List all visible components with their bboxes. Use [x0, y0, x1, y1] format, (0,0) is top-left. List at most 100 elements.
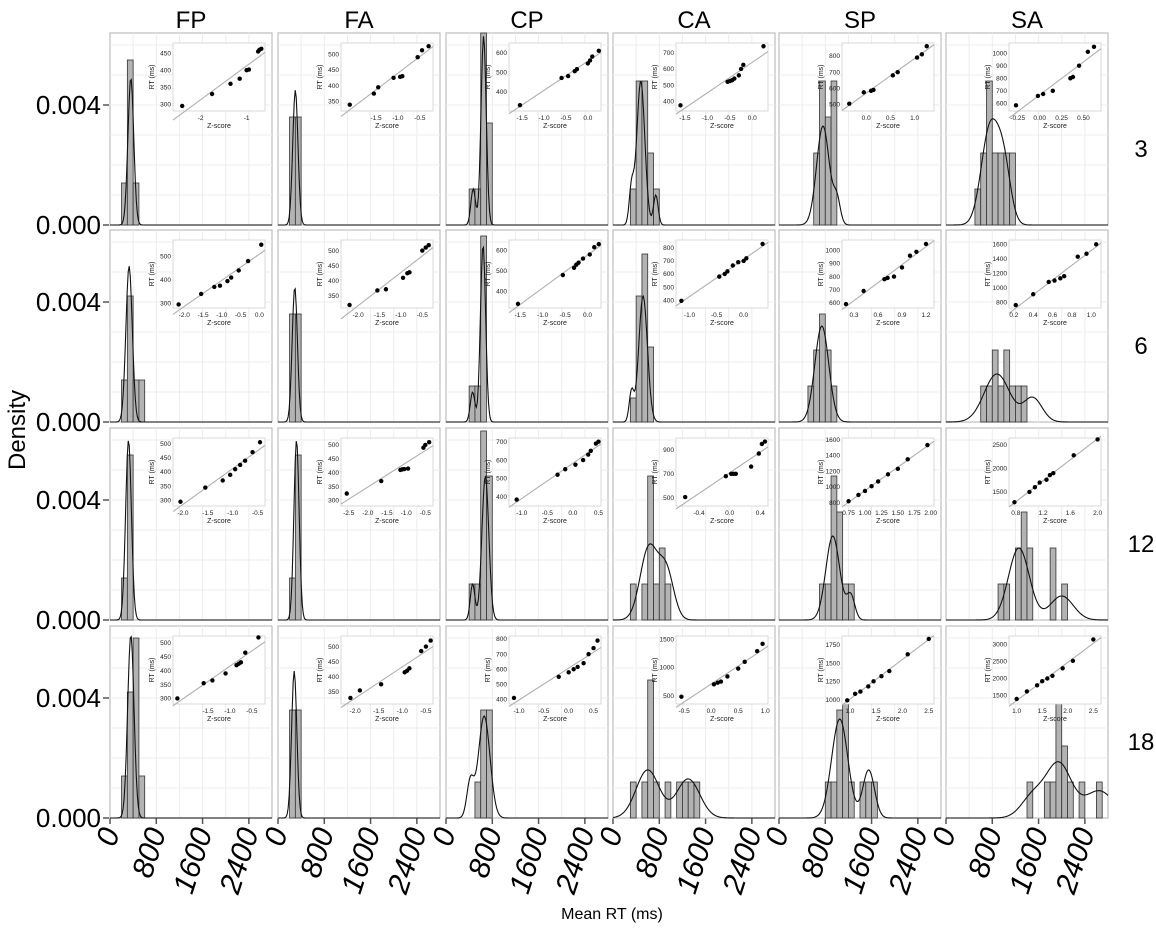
qq-point — [733, 471, 738, 476]
panel-3-sp: 0.0 0.5 1.0 500 600 700 800 Z-score RT (ms) — [778, 32, 942, 226]
qq-point — [907, 253, 913, 258]
panel-12-fa: -2.5 -2.0 -1.5 -1.0 -0.5 300 350 400 450 500 Z-sco… — [277, 427, 441, 621]
qq-point — [178, 499, 183, 504]
inset-x-tick-label: 2.0 — [1093, 510, 1102, 517]
column-label-fp: FP — [176, 7, 207, 34]
inset-x-tick-label: 0.5 — [589, 708, 598, 715]
histogram-bar — [986, 385, 993, 423]
inset-x-tick-label: -1.0 — [227, 510, 239, 517]
inset-y-tick-label: 700 — [496, 651, 507, 658]
qq-point — [592, 245, 597, 250]
inset-y-tick-label: 300 — [328, 498, 339, 505]
inset-y-tick-label: 350 — [328, 484, 339, 491]
qq-reference-line — [841, 240, 935, 310]
qq-point — [225, 278, 230, 284]
inset-y-tick-label: 500 — [663, 82, 674, 89]
qq-point — [875, 479, 881, 484]
qq-point — [1095, 437, 1100, 442]
qq-point — [899, 265, 905, 270]
y-tick-label: 0.000 — [36, 803, 101, 833]
density-curve — [946, 547, 1108, 621]
qq-point — [1091, 44, 1097, 49]
qq-point — [580, 256, 586, 261]
histogram-bar — [474, 781, 482, 819]
qq-point — [879, 674, 884, 679]
inset-x-tick-label: 2.5 — [1089, 708, 1098, 715]
inset-y-axis-title: RT (ms) — [652, 64, 659, 89]
inset-y-axis-title: RT (ms) — [985, 64, 992, 89]
inset-y-tick-label: 1000 — [993, 285, 1008, 292]
histogram-bar — [486, 122, 493, 226]
qq-reference-line — [508, 244, 602, 314]
x-tick-label: 0 — [926, 824, 963, 850]
inset-y-tick-label: 1200 — [826, 468, 841, 475]
inset-qq-plot: -1.5 -1.0 -0.5 350 400 450 500 Z-score RT (ms) — [317, 42, 434, 130]
qq-point — [1013, 302, 1018, 308]
qq-point — [176, 302, 181, 307]
qq-point — [407, 270, 412, 275]
histogram-bar — [997, 385, 1005, 423]
panel-3-fa: -1.5 -1.0 -0.5 350 400 450 500 Z-score RT (ms) — [277, 32, 441, 226]
qq-point — [683, 494, 688, 500]
inset-x-tick-label: -1.5 — [679, 115, 691, 122]
inset-y-tick-label: 400 — [496, 89, 507, 96]
histogram-bar — [865, 781, 872, 819]
qq-point — [1046, 279, 1051, 285]
histogram-bar — [813, 349, 820, 423]
inset-x-tick-label: 1.25 — [875, 510, 888, 517]
inset-y-tick-label: 350 — [160, 483, 171, 490]
qq-point — [246, 67, 252, 72]
qq-point — [1091, 637, 1096, 642]
inset-y-tick-label: 450 — [160, 455, 171, 462]
column-label-sp: SP — [844, 7, 876, 34]
inset-y-tick-label: 500 — [663, 693, 674, 700]
inset-frame — [508, 635, 602, 705]
inset-y-tick-label: 300 — [160, 696, 171, 703]
inset-y-tick-label: 500 — [663, 284, 674, 291]
inset-qq-plot: -2.0 -1.5 -1.0 -0.5 350 400 450 500 Z-score RT (m… — [317, 635, 434, 723]
inset-y-tick-label: 450 — [160, 654, 171, 661]
inset-qq-plot: -1.5 -1.0 -0.5 0.0 400 500 600 Z-score RT (ms) — [485, 42, 602, 130]
inset-x-tick-label: 0.2 — [1009, 312, 1018, 319]
qq-point — [201, 680, 206, 686]
histogram-bar — [1061, 583, 1068, 621]
column-label-cp: CP — [510, 7, 543, 34]
histogram-bar — [138, 775, 146, 819]
inset-x-tick-label: -0.5 — [711, 312, 723, 319]
inset-y-tick-label: 800 — [996, 75, 1007, 82]
histogram-bar — [1015, 385, 1022, 423]
inset-x-tick-label: -1.0 — [397, 708, 409, 715]
histogram-bar — [836, 709, 844, 819]
qq-reference-line — [508, 443, 602, 508]
inset-qq-plot: 0.8 1.2 1.6 2.0 1500 2000 2500 Z-score RT (ms) — [985, 435, 1102, 525]
qq-point — [571, 265, 577, 271]
inset-x-axis-title: Z-score — [876, 123, 900, 130]
histogram-bar — [653, 583, 660, 621]
qq-reference-line — [340, 646, 434, 708]
row-label-12: 12 — [1128, 531, 1155, 558]
inset-y-axis-title: RT (ms) — [317, 64, 324, 89]
panel-6-sp: 0.3 0.6 0.9 1.2 600 700 800 900 1000 Z-score RT (m… — [778, 229, 942, 423]
density-curve — [110, 635, 272, 819]
histogram-bar — [997, 583, 1005, 621]
qq-point — [371, 91, 377, 96]
qq-point — [575, 664, 580, 670]
inset-y-tick-label: 400 — [496, 494, 507, 501]
histogram-bar — [693, 781, 701, 819]
inset-x-tick-label: 1.0 — [1087, 312, 1096, 319]
qq-point — [515, 301, 521, 307]
histogram-bar — [1015, 547, 1022, 621]
qq-point — [357, 688, 363, 693]
qq-point — [220, 478, 225, 483]
inset-x-tick-label: 0.6 — [1048, 312, 1057, 319]
density-curve — [278, 441, 440, 621]
histogram-bar — [641, 781, 649, 819]
qq-point — [595, 638, 600, 643]
qq-point — [924, 44, 929, 49]
inset-x-tick-label: -0.25 — [1010, 115, 1025, 122]
qq-point — [210, 678, 215, 683]
qq-point — [559, 75, 564, 81]
inset-y-tick-label: 700 — [663, 258, 674, 265]
inset-frame — [172, 437, 266, 507]
inset-x-tick-label: -0.5 — [420, 708, 432, 715]
